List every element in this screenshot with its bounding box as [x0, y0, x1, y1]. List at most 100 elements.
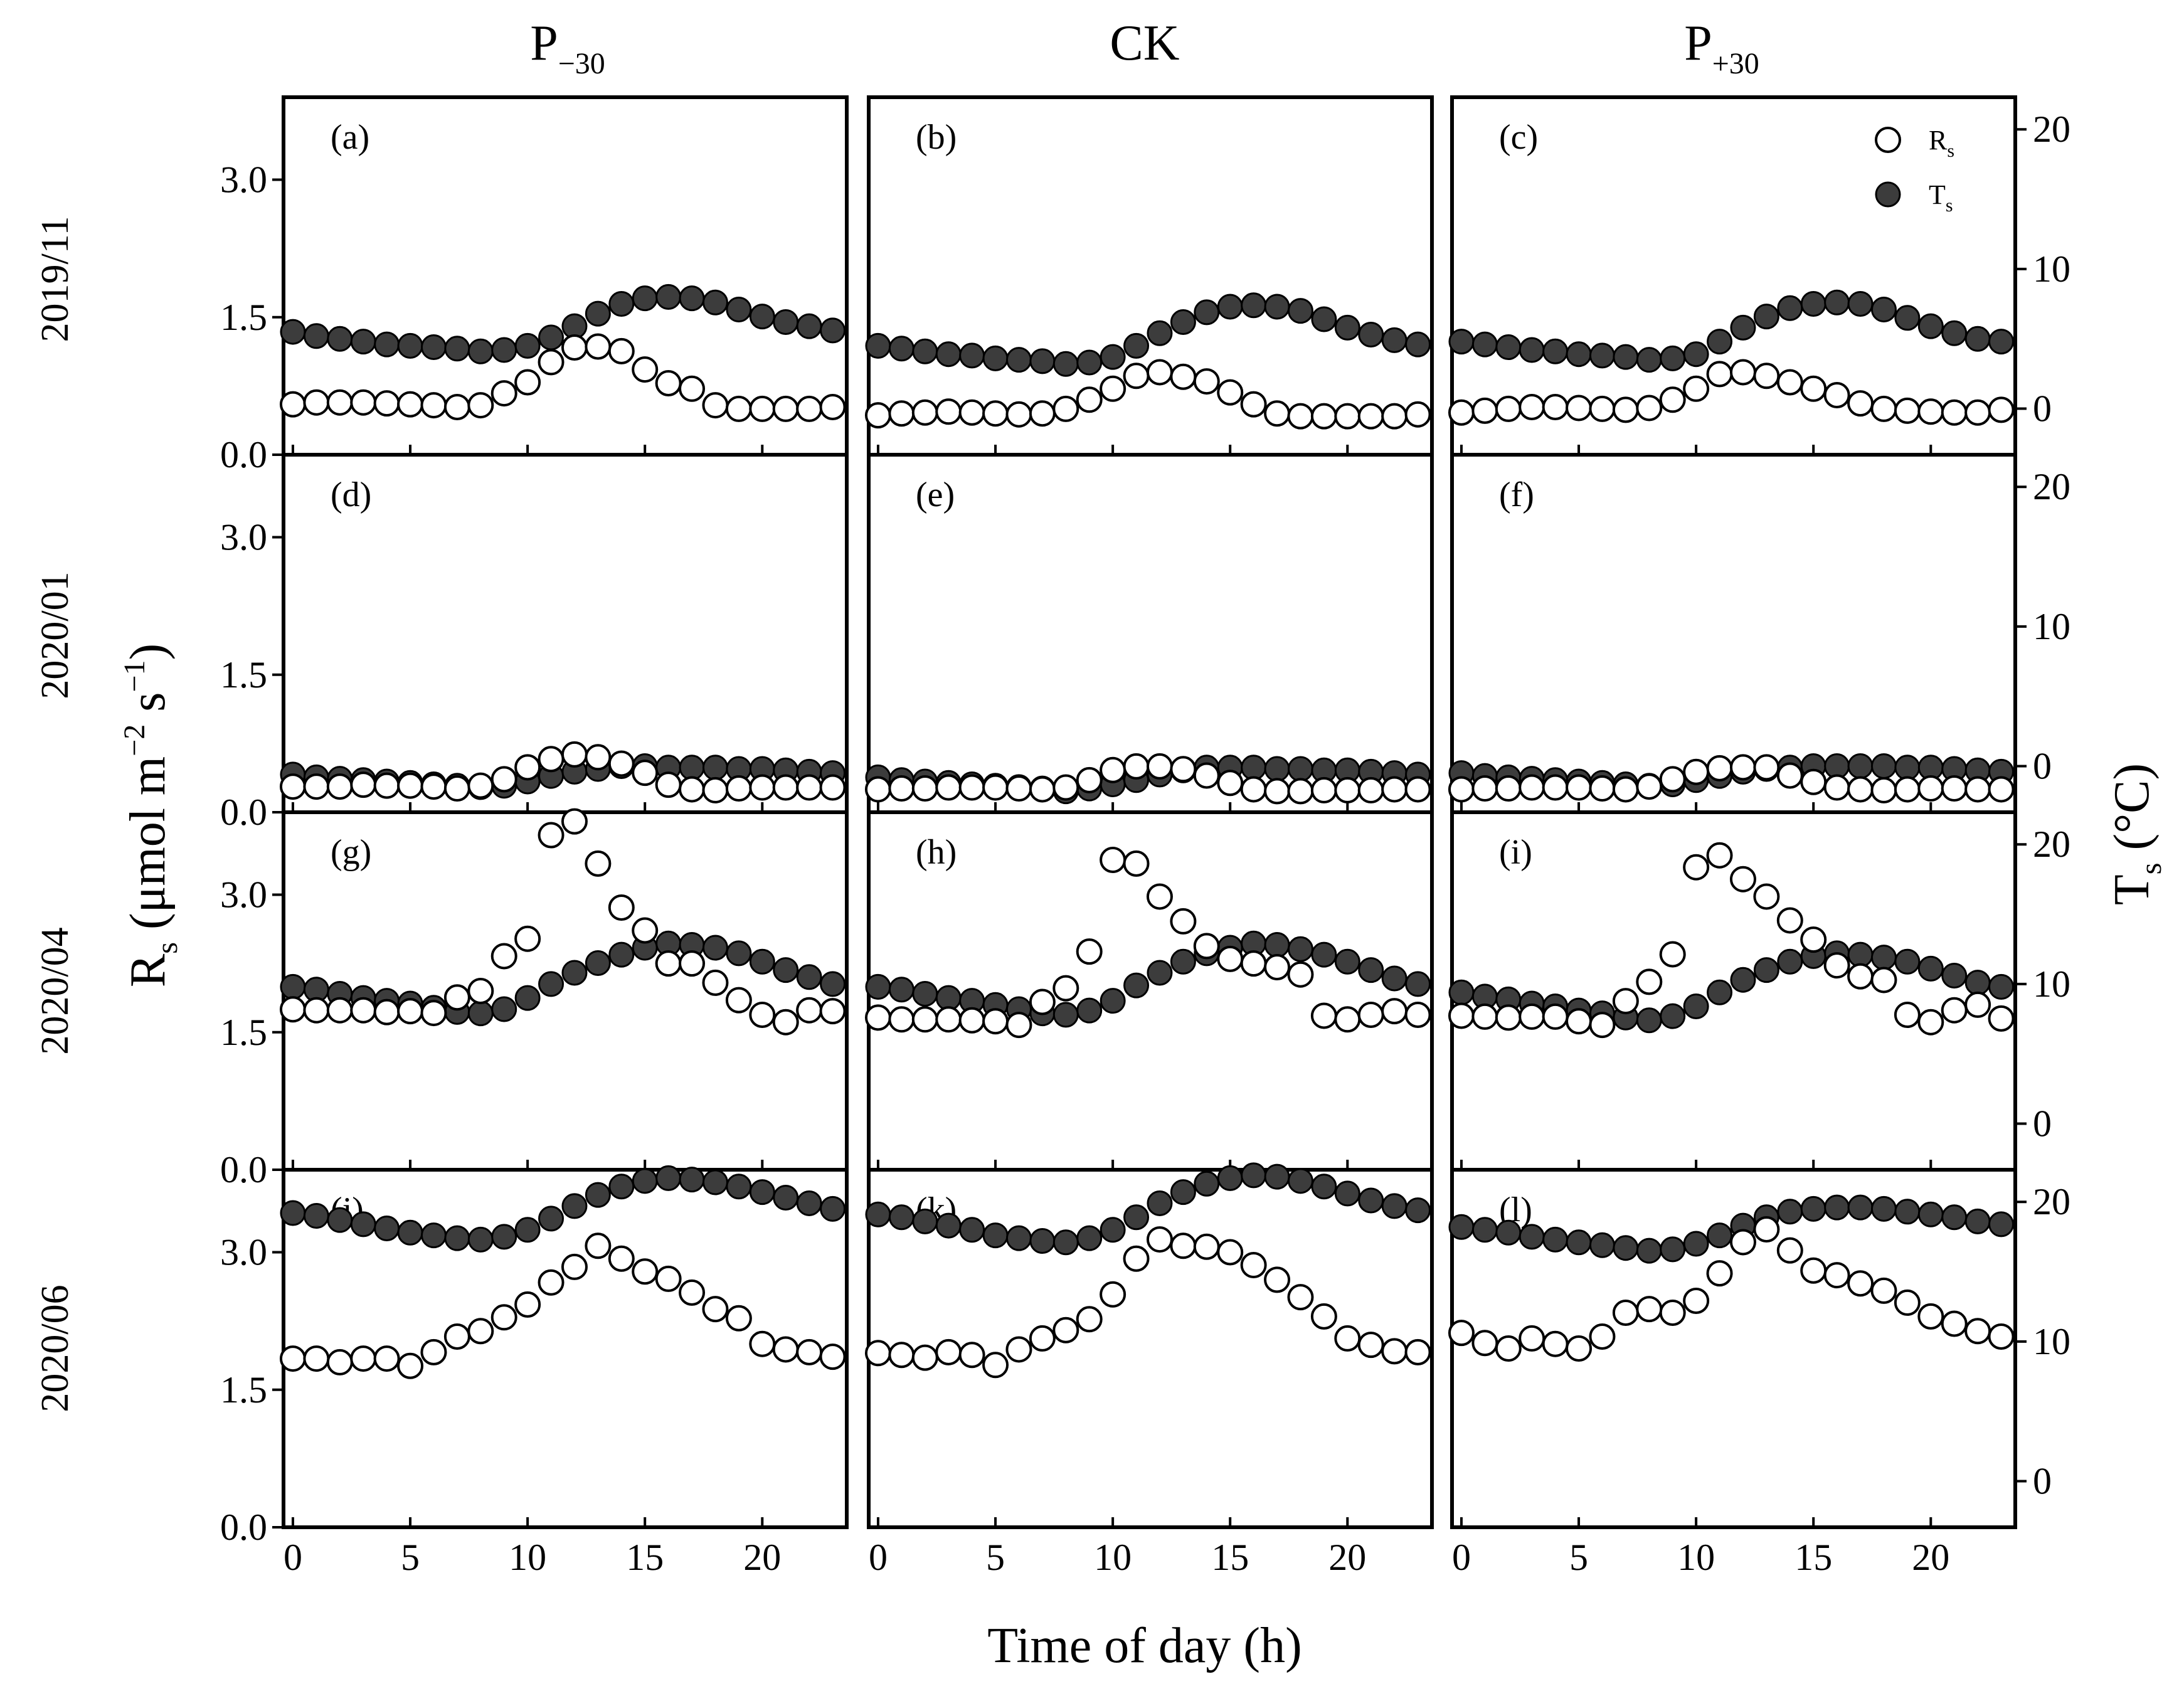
x-tick-label: 20: [1912, 1537, 1949, 1578]
rs-point: [1100, 375, 1126, 402]
ts-point: [608, 291, 635, 317]
ts-point: [888, 977, 914, 1003]
ts-point: [1170, 1179, 1196, 1206]
rs-point: [1357, 1332, 1384, 1359]
ts-point: [1100, 988, 1126, 1014]
ts-point: [726, 940, 752, 967]
ts-point: [467, 1000, 494, 1027]
ts-point: [796, 313, 822, 339]
rs-point: [1170, 908, 1197, 935]
rs-point: [1100, 847, 1126, 873]
rs-point: [796, 774, 823, 801]
rs-point: [1988, 776, 2015, 803]
rs-point: [1823, 774, 1850, 801]
rs-point: [655, 950, 682, 977]
ts-point: [1542, 338, 1569, 364]
rs-point: [1753, 754, 1780, 781]
ts-point: [1894, 948, 1921, 975]
row-label-2020-04: 2020/04: [34, 927, 77, 1054]
rs-point: [679, 375, 706, 402]
ts-point: [1381, 965, 1407, 992]
ts-point: [1495, 334, 1522, 361]
rs-point: [1123, 363, 1150, 389]
rs-point: [1894, 776, 1921, 803]
ts-point: [1753, 957, 1779, 983]
rs-point: [1471, 397, 1498, 424]
ts-point: [303, 1202, 329, 1229]
rs-point: [443, 394, 470, 420]
rs-point: [819, 774, 846, 801]
rs-point: [1076, 386, 1103, 413]
ts-point: [1683, 1231, 1709, 1257]
rs-point: [1052, 774, 1079, 801]
ts-point: [1777, 948, 1803, 975]
y-right-tick-label: 10: [2033, 606, 2070, 647]
rs-point: [1287, 1284, 1314, 1311]
x-tick-label: 5: [401, 1537, 420, 1578]
y-right-axis-title: Ts (°C): [2104, 763, 2168, 905]
ts-point: [1519, 1224, 1545, 1250]
rs-point: [397, 1352, 424, 1379]
rs-point: [1636, 968, 1663, 995]
ts-point: [303, 323, 329, 349]
panel-c: 0 10 20 (c): [1448, 95, 2070, 457]
rs-point: [420, 1338, 447, 1365]
rs-point: [1941, 997, 1968, 1024]
rs-point: [1823, 952, 1850, 979]
rs-point: [538, 822, 565, 849]
ts-point: [1824, 289, 1850, 315]
rs-point: [420, 1000, 447, 1027]
rs-point: [1870, 395, 1897, 422]
ts-point: [702, 289, 728, 315]
rs-point: [303, 1345, 330, 1372]
panel-d: 0.0 1.5 3.0 (d): [220, 453, 849, 833]
rs-point: [1334, 776, 1361, 803]
ts-point: [1029, 1228, 1056, 1254]
rs-point: [1217, 770, 1244, 797]
rs-point: [1964, 399, 1991, 426]
rs-point: [749, 774, 776, 801]
ts-point: [1052, 351, 1079, 377]
rs-point: [1683, 1288, 1710, 1314]
rs-point: [1334, 1006, 1361, 1033]
rs-point: [1170, 756, 1197, 783]
ts-point: [1870, 1195, 1897, 1222]
column-title-p-minus-30: P−30: [530, 16, 605, 80]
rs-point: [326, 389, 353, 416]
rs-point: [1357, 403, 1384, 430]
rs-point: [1448, 1320, 1475, 1347]
rs-point: [1310, 403, 1337, 430]
rs-point: [1264, 954, 1291, 980]
rs-point: [1357, 776, 1384, 803]
ts-point: [538, 324, 565, 351]
rs-point: [1052, 1317, 1079, 1343]
rs-point: [1471, 1003, 1498, 1030]
ts-point: [1847, 291, 1874, 317]
rs-point: [1240, 950, 1267, 977]
ts-point: [327, 1207, 353, 1233]
rs-point: [1847, 963, 1874, 990]
ts-point: [397, 332, 423, 359]
panel-letter: (b): [916, 118, 957, 157]
rs-point: [1776, 762, 1803, 789]
rs-point: [702, 1296, 729, 1323]
rs-point: [1729, 1229, 1756, 1256]
rs-point: [1100, 756, 1126, 783]
rs-point: [888, 775, 915, 802]
panel-letter: (c): [1499, 118, 1538, 157]
ts-point: [749, 304, 775, 330]
ts-point: [327, 326, 353, 352]
ts-point: [1100, 344, 1126, 370]
ts-point: [1730, 314, 1756, 341]
ts-point: [796, 964, 822, 990]
ts-point: [1287, 298, 1313, 324]
rs-point: [1193, 762, 1220, 789]
ts-point: [1964, 326, 1991, 352]
ts-point: [1076, 1225, 1103, 1251]
rs-point: [1659, 766, 1686, 793]
ts-point: [1824, 1194, 1850, 1221]
ts-point: [1988, 329, 2015, 355]
rs-point: [561, 334, 588, 361]
rs-point: [1964, 991, 1991, 1018]
rs-point: [702, 392, 729, 419]
